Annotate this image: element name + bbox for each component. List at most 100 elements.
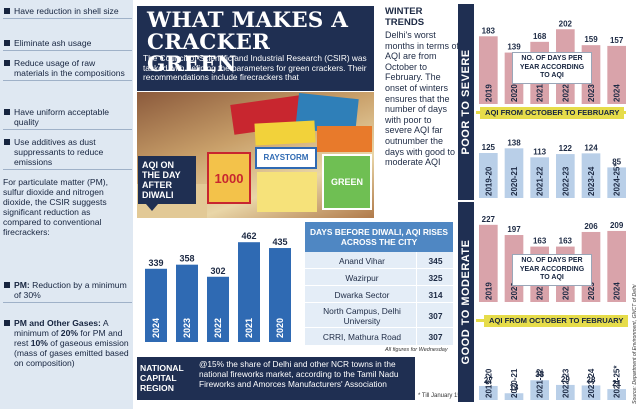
- x-tick-label: 2020-21: [510, 166, 519, 196]
- data-label: 168: [533, 32, 547, 41]
- x-tick-label: 2019: [484, 282, 493, 300]
- x-tick-label: 2024: [613, 282, 622, 300]
- aqi-bar-chart-svg: 339 2024 358 2023 302 2022 462 2021 435 2020: [137, 218, 299, 349]
- x-tick-label: 2022: [213, 318, 223, 338]
- headline-banner: WHAT MAKES A CRACKER GREEN: [137, 6, 374, 91]
- bullet-icon: [4, 109, 10, 115]
- bullet-icon: [4, 60, 10, 66]
- bar: [607, 230, 626, 302]
- data-label: 302: [210, 266, 225, 276]
- x-tick-label: 2020-21: [510, 368, 519, 398]
- bar: [504, 393, 524, 400]
- bullet-icon: [4, 8, 10, 14]
- x-tick-label: 2023: [587, 84, 596, 102]
- recommendation-item: Have uniform acceptable quality: [3, 107, 132, 130]
- x-tick-label: 2024: [151, 318, 161, 338]
- x-tick-label: 2021: [536, 282, 545, 300]
- x-tick-label: 2024: [613, 84, 622, 102]
- table-row: Dwarka Sector 314: [305, 286, 453, 303]
- data-label: 227: [482, 215, 496, 224]
- bar: [479, 153, 498, 198]
- particulate-paragraph: For particulate matter (PM), sulfur diox…: [3, 177, 109, 237]
- table-row: Wazirpur 325: [305, 269, 453, 286]
- good-days-chart: 227 2019 197 2020 163 2021 163 2022 206 2023 209 20…: [479, 215, 626, 302]
- bar: [207, 276, 229, 342]
- figures-note: All figures for Wednesday: [385, 347, 448, 353]
- ncr-text: @15% the share of Delhi and other NCR to…: [199, 359, 399, 389]
- data-label: 125: [482, 143, 496, 152]
- bar: [581, 385, 601, 400]
- table-header: DAYS BEFORE DIWALI, AQI RISES ACROSS THE…: [305, 222, 453, 252]
- data-label: 38: [535, 370, 544, 379]
- table-row: Anand Vihar 345: [305, 252, 453, 269]
- x-tick-label: 2022-23: [561, 368, 570, 398]
- bar: [145, 268, 167, 342]
- x-tick-label: 2023-24: [587, 368, 596, 398]
- winter-trends-text: Delhi's worst months in terms of AQI are…: [385, 30, 460, 168]
- bar: [556, 384, 575, 400]
- data-label: 462: [241, 231, 256, 241]
- data-label: 85: [612, 157, 621, 166]
- recommendation-item: Use additives as dust suppressants to re…: [3, 137, 132, 170]
- pm-reduction-item: PM: Reduction by a minimum of 30%: [3, 280, 132, 303]
- x-tick-label: 2022: [561, 84, 570, 102]
- bar: [176, 264, 198, 342]
- days-label: NO. OF DAYS PER YEAR ACCORDING TO AQI: [512, 52, 592, 84]
- bullet-icon: [4, 320, 10, 326]
- data-label: 28: [587, 375, 596, 384]
- data-label: 202: [559, 19, 573, 28]
- cracker-box: 1000: [207, 152, 251, 204]
- data-label: 197: [507, 225, 521, 234]
- data-label: 138: [507, 138, 521, 147]
- x-tick-label: 2020: [510, 84, 519, 102]
- bar: [530, 380, 549, 400]
- data-label: 122: [559, 144, 573, 153]
- cracker-box: GREEN: [322, 154, 372, 210]
- data-label: 206: [584, 222, 598, 231]
- table-row: North Campus, Delhi University 307: [305, 303, 453, 328]
- bar: [530, 157, 549, 198]
- table-row: CRRI, Mathura Road 307: [305, 328, 453, 346]
- gases-reduction-item: PM and Other Gases: A minimum of 20% for…: [3, 318, 129, 368]
- x-tick-label: 2021-22: [536, 166, 545, 196]
- data-label: 358: [179, 254, 194, 264]
- data-label: 124: [584, 143, 598, 152]
- diwali-aqi-table: DAYS BEFORE DIWALI, AQI RISES ACROSS THE…: [305, 222, 453, 346]
- good-to-moderate-band: GOOD TO MODERATE: [458, 202, 474, 402]
- x-tick-label: 2021-22: [536, 368, 545, 398]
- data-label: 29: [561, 375, 570, 384]
- x-tick-label: 2020: [275, 318, 285, 338]
- x-tick-label: 2024-25*: [613, 163, 622, 196]
- aqi-chart-title: AQI ON THE DAY AFTER DIWALI: [138, 156, 196, 211]
- cracker-box: RAYSTORM: [255, 147, 317, 169]
- bullet-icon: [4, 282, 10, 288]
- bar: [607, 45, 626, 104]
- firecracker-boxes-photo: 1000 RAYSTORM GREEN: [137, 92, 374, 218]
- data-label: 183: [482, 26, 496, 35]
- recommendation-item: Have reduction in shell size: [3, 6, 132, 19]
- x-tick-label: 2023-24: [587, 166, 596, 196]
- x-tick-label: 2019: [484, 84, 493, 102]
- data-label: 209: [610, 221, 624, 230]
- x-tick-label: 2022-23: [561, 166, 570, 196]
- x-tick-label: 2019-20: [484, 166, 493, 196]
- bar: [479, 224, 498, 302]
- bar: [556, 154, 575, 198]
- data-label: 159: [584, 35, 598, 44]
- bar: [269, 248, 291, 342]
- csir-recommendations-panel: [0, 0, 133, 409]
- recommendation-item: Reduce usage of raw materials in the com…: [3, 58, 132, 81]
- data-label: 27: [484, 376, 493, 385]
- data-label: 157: [610, 36, 624, 45]
- page-title: WHAT MAKES A CRACKER GREEN: [147, 8, 349, 77]
- bar: [479, 36, 498, 104]
- oct-feb-label: AQI FROM OCTOBER TO FEBRUARY: [480, 107, 625, 119]
- ncr-label: NATIONAL CAPITAL REGION: [140, 363, 184, 393]
- x-tick-label: 2023: [182, 318, 192, 338]
- data-label: 21: [612, 379, 621, 388]
- oct-feb-label: AQI FROM OCTOBER TO FEBRUARY: [484, 315, 629, 327]
- footnote: * Till January 15: [418, 393, 461, 399]
- source-credit: Source: Department of Environment, GNCT …: [632, 285, 638, 404]
- bar: [607, 389, 626, 400]
